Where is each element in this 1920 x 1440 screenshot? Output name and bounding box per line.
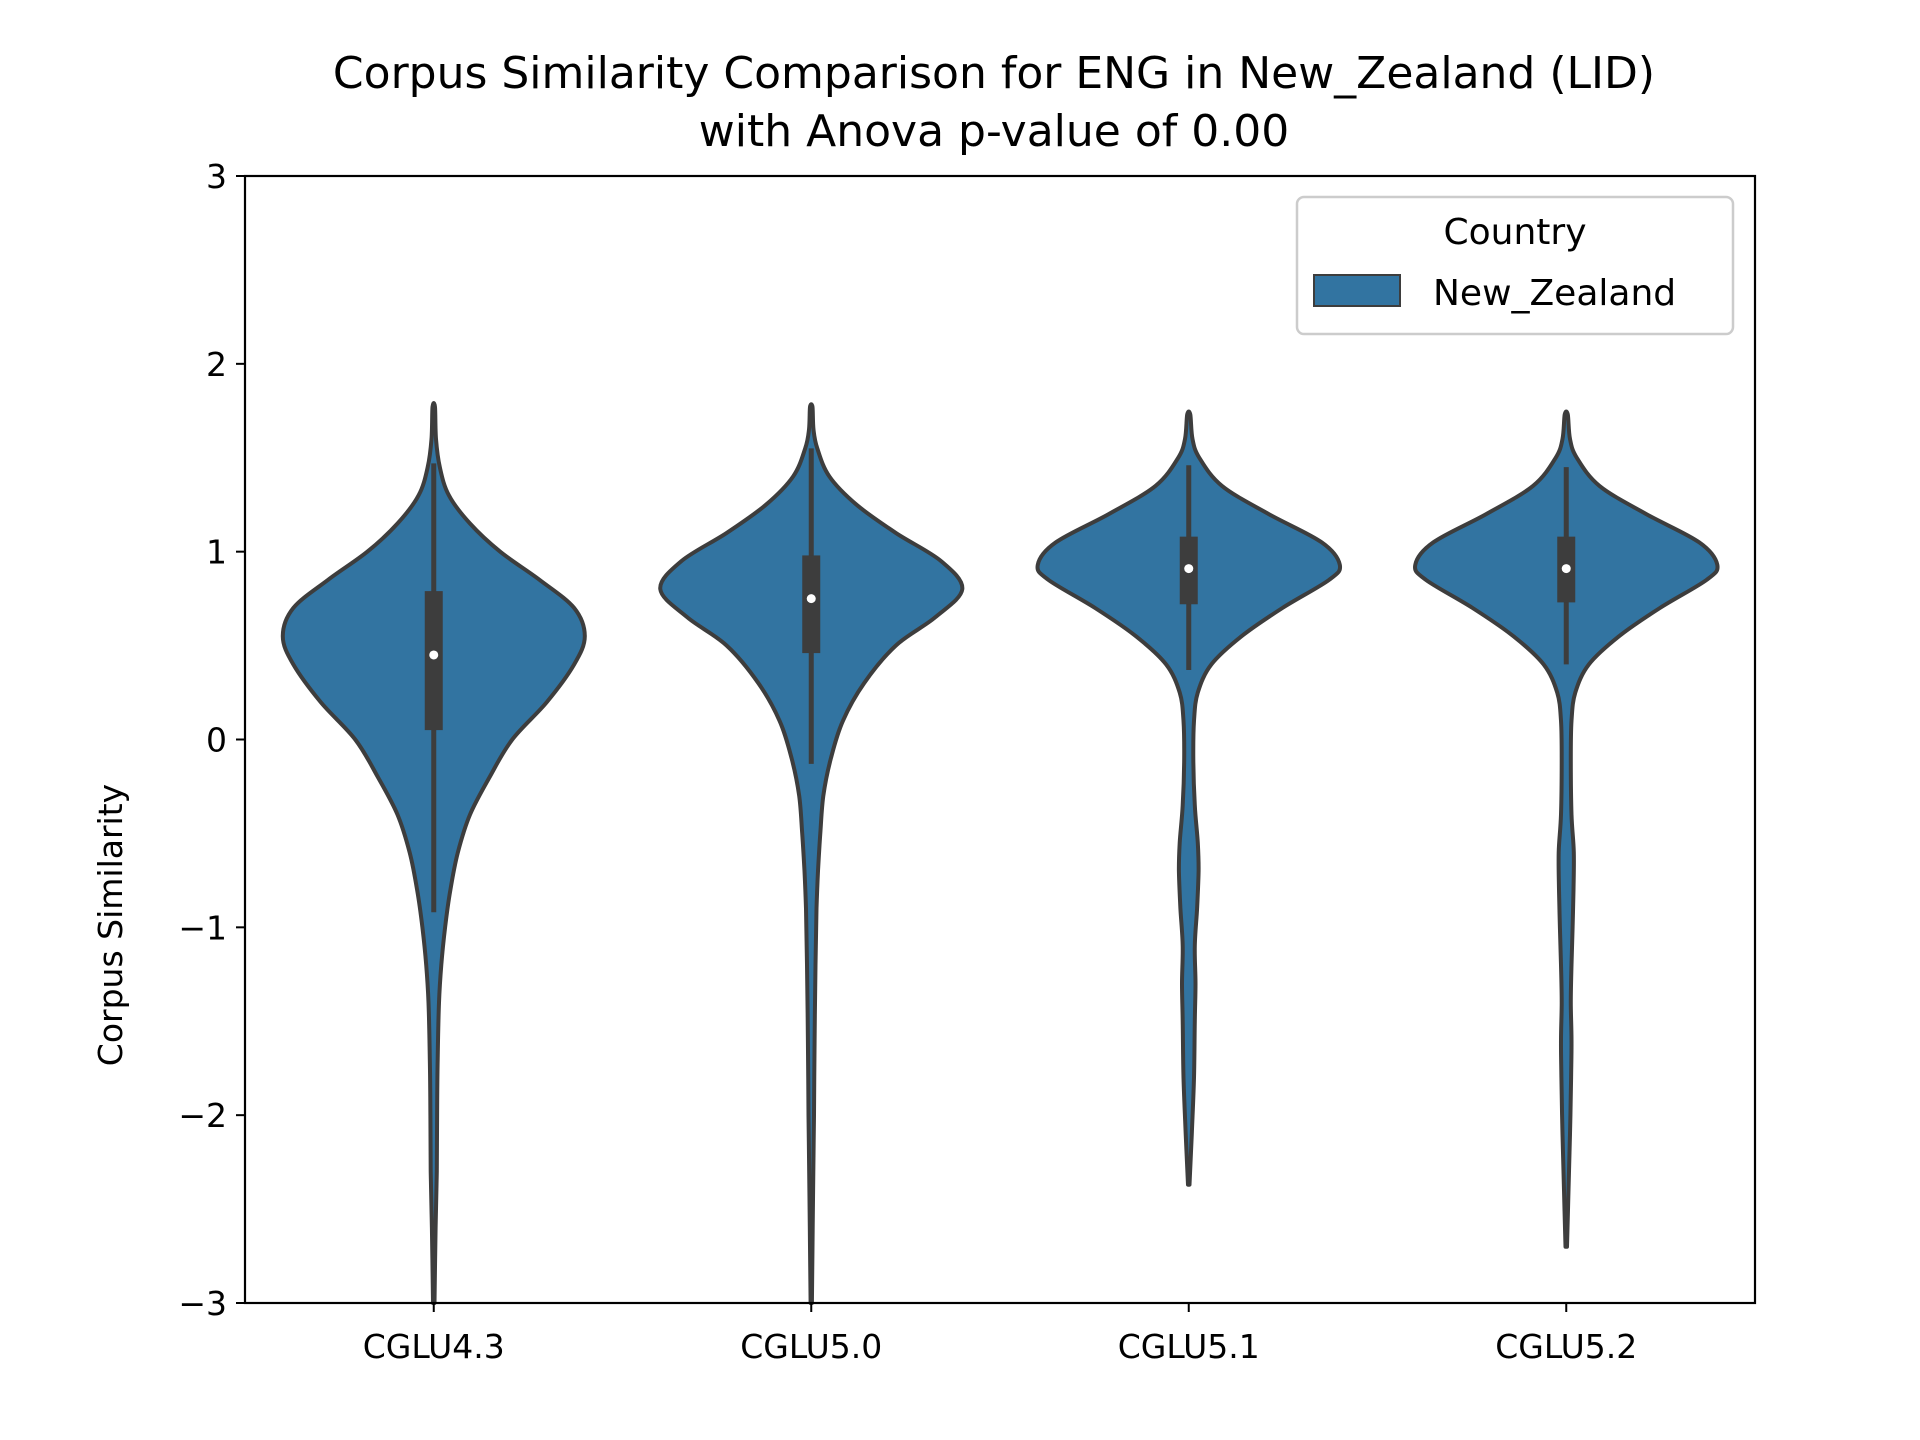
- x-tick-label: CGLU5.1: [1118, 1327, 1260, 1366]
- violin-body-cglu5-1: [1035, 409, 1343, 1187]
- legend-frame: [1295, 195, 1735, 336]
- violin-median-marker: [429, 650, 439, 660]
- legend-swatch-new-zealand: [1313, 274, 1401, 307]
- x-tick-label: CGLU4.3: [363, 1327, 505, 1366]
- y-tick-label: −2: [178, 1096, 227, 1135]
- chart-title-line-1: Corpus Similarity Comparison for ENG in …: [333, 48, 1655, 99]
- chart-title-line-2: with Anova p-value of 0.00: [699, 106, 1289, 157]
- violin-iqr-box: [424, 591, 443, 731]
- y-tick-label: −1: [178, 908, 227, 947]
- violin-median-marker: [1561, 564, 1571, 574]
- y-axis-label: Corpus Similarity: [91, 784, 130, 1066]
- violin-iqr-box: [802, 555, 821, 654]
- violin-body-cglu5-0: [658, 402, 965, 1305]
- legend-title: Country: [1443, 212, 1586, 253]
- violin-median-marker: [1184, 564, 1194, 574]
- y-tick-label: 2: [206, 345, 227, 384]
- plot-area: [280, 401, 1720, 1305]
- legend-label-new-zealand: New_Zealand: [1433, 273, 1676, 314]
- violin-median-marker: [806, 594, 816, 604]
- y-tick-label: 3: [206, 157, 227, 196]
- violin-body-cglu5-2: [1412, 409, 1720, 1249]
- y-tick-label: 0: [206, 721, 227, 760]
- x-tick-label: CGLU5.2: [1495, 1327, 1637, 1366]
- y-tick-label: −3: [178, 1284, 227, 1323]
- x-tick-label: CGLU5.0: [740, 1327, 882, 1366]
- y-tick-label: 1: [206, 533, 227, 572]
- legend: Country New_Zealand: [1295, 195, 1735, 336]
